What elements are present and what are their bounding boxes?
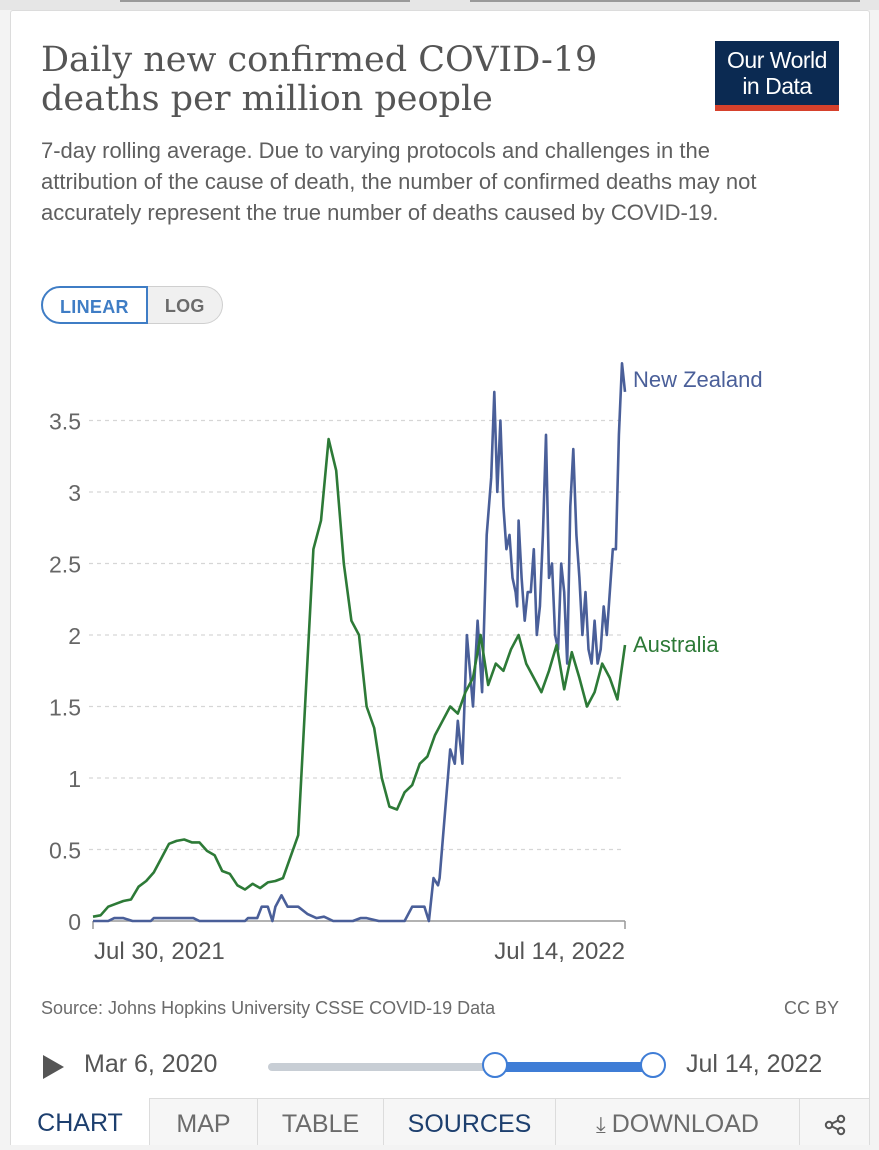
owid-logo[interactable]: Our World in Data (715, 41, 839, 111)
logo-line-1: Our World (727, 47, 827, 73)
y-axis-ticks: 0 0.5 1 1.5 2 2.5 3 3.5 (49, 409, 81, 936)
log-scale-button[interactable]: LOG (147, 286, 223, 324)
timeline: Mar 6, 2020 Jul 14, 2022 (11, 1041, 869, 1091)
license-link[interactable]: CC BY (783, 998, 839, 1018)
timeline-track[interactable] (268, 1063, 653, 1071)
download-icon: ⤓ (596, 1112, 606, 1137)
y-tick-label: 2 (68, 623, 81, 649)
top-divider-right (470, 0, 860, 2)
timeline-selected-range (495, 1062, 653, 1072)
grid-lines (89, 419, 625, 851)
timeline-start-label: Mar 6, 2020 (84, 1050, 218, 1078)
scale-toggle: LINEAR LOG (41, 286, 223, 324)
y-tick-label: 2.5 (49, 552, 81, 578)
series-line-new-zealand (93, 361, 627, 923)
series-labels: New Zealand Australia (633, 367, 763, 657)
timeline-end-label: Jul 14, 2022 (686, 1050, 823, 1078)
tab-download[interactable]: ⤓ DOWNLOAD (555, 1098, 799, 1145)
y-tick-label: 0.5 (49, 838, 81, 864)
tab-map[interactable]: MAP (149, 1098, 257, 1145)
y-tick-label: 3 (68, 480, 81, 506)
series-label: New Zealand (633, 367, 763, 392)
chart-title: Daily new confirmed COVID-19 deaths per … (41, 40, 598, 119)
logo-accent-bar (715, 105, 839, 111)
series-label: Australia (633, 632, 719, 657)
timeline-end-handle[interactable] (640, 1052, 666, 1078)
tab-chart[interactable]: CHART (11, 1098, 149, 1145)
tab-bar: CHART MAP TABLE SOURCES ⤓ DOWNLOAD (11, 1098, 869, 1145)
linear-scale-button[interactable]: LINEAR (41, 286, 148, 324)
x-tick-label: Jul 14, 2022 (494, 938, 625, 965)
logo-line-2: in Data (742, 73, 812, 99)
share-button[interactable] (799, 1098, 869, 1145)
chart-subtitle: 7-day rolling average. Due to varying pr… (41, 138, 757, 225)
play-icon[interactable] (43, 1055, 64, 1079)
source-note[interactable]: Source: Johns Hopkins University CSSE CO… (41, 998, 496, 1018)
x-tick-label: Jul 30, 2021 (94, 938, 225, 965)
series-line-australia (92, 437, 627, 918)
x-axis-ticks: Jul 30, 2021 Jul 14, 2022 (92, 920, 626, 965)
series-lines (92, 361, 627, 923)
y-tick-label: 0 (68, 909, 81, 935)
y-tick-label: 1 (68, 766, 81, 792)
timeline-start-handle[interactable] (482, 1052, 509, 1078)
y-tick-label: 3.5 (49, 409, 81, 435)
line-chart: 0 0.5 1 1.5 2 2.5 3 3.5 Jul 30, 2021 Jul 14, 202… (49, 361, 763, 965)
chart-card: Daily new confirmed COVID-19 deaths per … (10, 10, 870, 1145)
top-strip (0, 0, 879, 10)
download-label: DOWNLOAD (611, 1110, 759, 1138)
tab-sources[interactable]: SOURCES (383, 1098, 555, 1145)
y-tick-label: 1.5 (49, 695, 81, 721)
share-icon (824, 1115, 845, 1136)
tab-table[interactable]: TABLE (257, 1098, 383, 1145)
top-divider-left (120, 0, 410, 2)
